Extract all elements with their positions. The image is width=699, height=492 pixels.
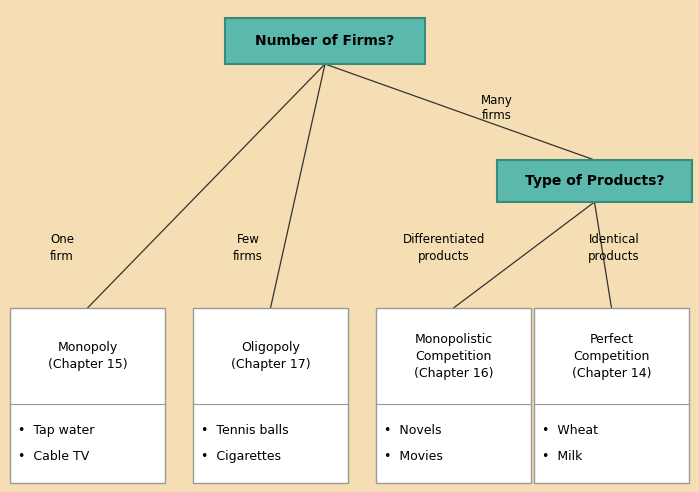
Text: Differentiated
products: Differentiated products bbox=[403, 233, 485, 263]
Text: •  Cigarettes: • Cigarettes bbox=[201, 450, 282, 463]
Text: •  Cable TV: • Cable TV bbox=[18, 450, 89, 463]
Text: •  Milk: • Milk bbox=[542, 450, 583, 463]
Text: Type of Products?: Type of Products? bbox=[525, 174, 664, 188]
FancyBboxPatch shape bbox=[193, 308, 348, 483]
FancyBboxPatch shape bbox=[534, 308, 689, 483]
Text: Identical
products: Identical products bbox=[588, 233, 640, 263]
Text: •  Novels: • Novels bbox=[384, 424, 442, 437]
Text: Perfect
Competition
(Chapter 14): Perfect Competition (Chapter 14) bbox=[572, 333, 651, 380]
Text: •  Wheat: • Wheat bbox=[542, 424, 598, 437]
FancyBboxPatch shape bbox=[376, 308, 531, 483]
Text: Many
firms: Many firms bbox=[481, 94, 513, 122]
Text: One
firm: One firm bbox=[50, 233, 74, 263]
Text: Monopolistic
Competition
(Chapter 16): Monopolistic Competition (Chapter 16) bbox=[414, 333, 493, 380]
Text: Monopoly
(Chapter 15): Monopoly (Chapter 15) bbox=[48, 341, 127, 371]
FancyBboxPatch shape bbox=[10, 308, 165, 483]
Text: •  Movies: • Movies bbox=[384, 450, 443, 463]
FancyBboxPatch shape bbox=[497, 160, 692, 202]
Text: •  Tennis balls: • Tennis balls bbox=[201, 424, 289, 437]
Text: Oligopoly
(Chapter 17): Oligopoly (Chapter 17) bbox=[231, 341, 310, 371]
Text: •  Tap water: • Tap water bbox=[18, 424, 95, 437]
Text: Few
firms: Few firms bbox=[233, 233, 263, 263]
FancyBboxPatch shape bbox=[225, 18, 425, 64]
Text: Number of Firms?: Number of Firms? bbox=[255, 34, 395, 48]
